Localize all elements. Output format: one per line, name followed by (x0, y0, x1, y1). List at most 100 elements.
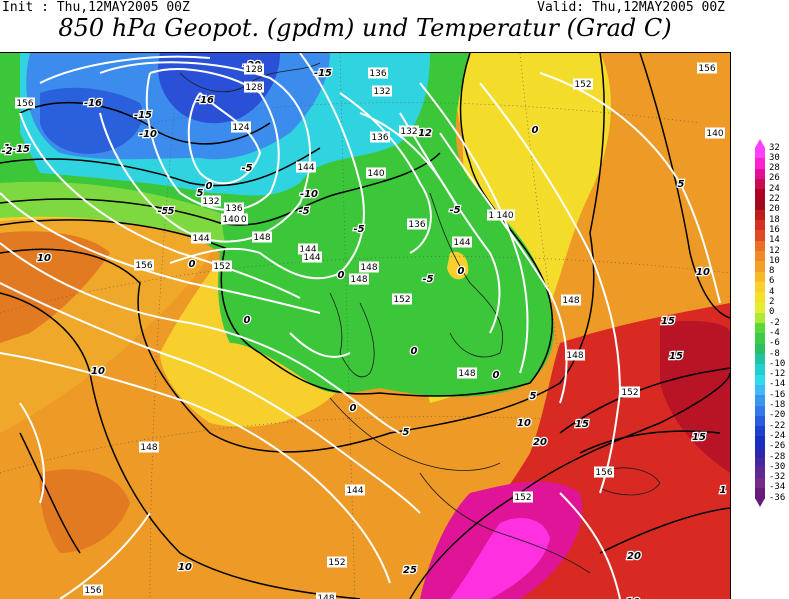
colorbar-level-label: -4 (769, 329, 780, 338)
temperature-label: 0 (338, 270, 345, 281)
colorbar-level-label: -14 (769, 380, 785, 389)
geopotential-label: 148 (253, 233, 270, 243)
colorbar-level-label: -2 (769, 319, 780, 328)
temperature-label: 0 (189, 259, 196, 270)
temperature-label: 0 (458, 266, 465, 277)
colorbar-swatch (755, 200, 765, 211)
geopotential-label: 144 (453, 238, 470, 248)
geopotential-label: 140 (367, 169, 384, 179)
geopotential-label: 144 (303, 253, 320, 263)
colorbar-level-label: -20 (769, 411, 785, 420)
geopotential-label: 136 (408, 220, 425, 230)
geopotential-label: 156 (16, 99, 33, 109)
colorbar-swatch (755, 406, 765, 417)
colorbar-swatch (755, 457, 765, 468)
temperature-label: -5 (422, 274, 433, 285)
temperature-label: 0 (206, 181, 213, 192)
temperature-label: 15 (661, 316, 675, 327)
geopotential-label: 156 (698, 64, 715, 74)
colorbar-level-label: -16 (769, 391, 785, 400)
colorbar-level-label: 0 (769, 308, 774, 317)
temperature-label: -5 (449, 205, 460, 216)
colorbar-swatch (755, 323, 765, 334)
geopotential-label: 132 (400, 127, 417, 137)
colorbar-level-label: -34 (769, 483, 785, 492)
temperature-label: 0 (244, 315, 251, 326)
temperature-label: 0 (532, 125, 539, 136)
geopotential-label: 148 (562, 296, 579, 306)
colorbar-swatch (755, 375, 765, 386)
temperature-label: 25 (403, 565, 417, 576)
colorbar-level-label: 22 (769, 195, 780, 204)
colorbar-swatch (755, 426, 765, 437)
temperature-label: 5 (530, 391, 537, 402)
geopotential-label: 148 (566, 351, 583, 361)
geopotential-label: 144 (192, 234, 209, 244)
colorbar-level-label: -30 (769, 463, 785, 472)
colorbar-swatch (755, 395, 765, 406)
geopotential-label: 140 (496, 211, 513, 221)
geopotential-label: 140 (222, 215, 239, 225)
colorbar-swatch (755, 385, 765, 396)
colorbar-level-label: -26 (769, 442, 785, 451)
colorbar-level-label: 32 (769, 144, 780, 153)
geopotential-label: 124 (232, 123, 249, 133)
colorbar-level-label: 28 (769, 164, 780, 173)
temperature-field (0, 53, 730, 599)
colorbar-swatch (755, 478, 765, 489)
temperature-label: -5 (298, 206, 309, 217)
geopotential-label: 156 (135, 261, 152, 271)
colorbar-level-label: 10 (769, 257, 780, 266)
colorbar-swatch (755, 189, 765, 200)
colorbar-swatch (755, 251, 765, 262)
colorbar-level-label: -12 (769, 370, 785, 379)
colorbar-level-label: 26 (769, 174, 780, 183)
colorbar-level-label: 16 (769, 226, 780, 235)
geopotential-label: 152 (574, 80, 591, 90)
colorbar-level-label: 8 (769, 267, 774, 276)
colorbar-level-label: 4 (769, 288, 774, 297)
colorbar-swatch (755, 292, 765, 303)
colorbar-level-label: 2 (769, 298, 774, 307)
temperature-label: 0 (493, 370, 500, 381)
colorbar-swatch (755, 272, 765, 283)
geopotential-label: 152 (393, 295, 410, 305)
colorbar-level-label: 30 (769, 154, 780, 163)
temperature-label: -10 (139, 129, 157, 140)
colorbar-swatch (755, 282, 765, 293)
geopotential-label: 148 (317, 594, 334, 599)
colorbar-bottom-arrow (755, 498, 765, 507)
colorbar-level-label: 24 (769, 185, 780, 194)
temperature-label: 5 (168, 206, 175, 217)
temperature-label: -2 (1, 146, 12, 157)
temperature-label: -16 (196, 95, 214, 106)
colorbar-level-label: -22 (769, 422, 785, 431)
temperature-label: 1 (720, 485, 727, 496)
geopotential-label: 144 (346, 486, 363, 496)
geopotential-label: 136 (369, 69, 386, 79)
geopotential-label: 144 (297, 163, 314, 173)
geopotential-label: 136 (225, 204, 242, 214)
colorbar-swatch (755, 241, 765, 252)
geopotential-label: 128 (245, 65, 262, 75)
geopotential-label: 148 (350, 275, 367, 285)
temperature-label: 20 (627, 551, 641, 562)
temperature-label: 10 (696, 267, 710, 278)
geopotential-label: 152 (621, 388, 638, 398)
colorbar-swatch (755, 303, 765, 314)
colorbar-level-label: 6 (769, 277, 774, 286)
colorbar-swatch (755, 416, 765, 427)
temperature-label: -10 (300, 189, 318, 200)
colorbar-swatch (755, 148, 765, 159)
temperature-label: 10 (37, 253, 51, 264)
geopotential-label: 132 (202, 197, 219, 207)
colorbar-level-label: 20 (769, 205, 780, 214)
colorbar-level-label: 12 (769, 247, 780, 256)
temperature-label: 10 (178, 562, 192, 573)
temperature-label: -5 (353, 224, 364, 235)
colorbar-swatch (755, 488, 765, 499)
colorbar-swatch (755, 354, 765, 365)
temperature-label: 10 (517, 418, 531, 429)
geopotential-label: 148 (360, 263, 377, 273)
